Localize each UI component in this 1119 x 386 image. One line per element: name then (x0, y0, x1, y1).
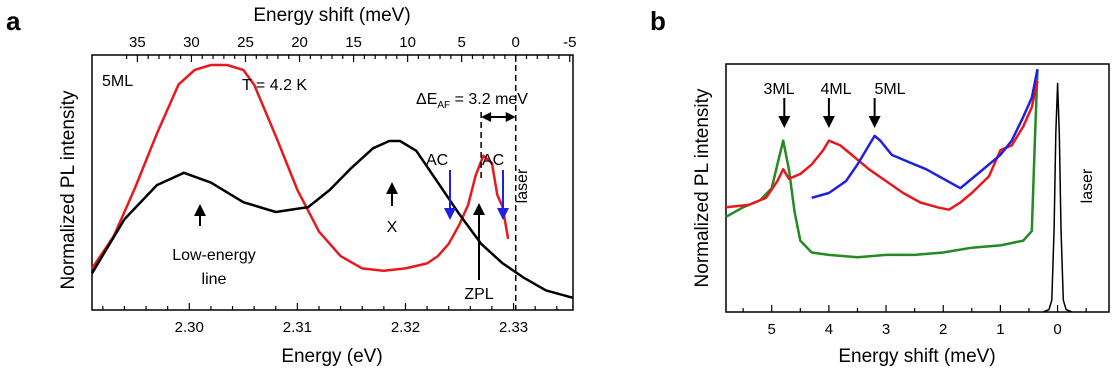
b-series-line-1 (725, 80, 1039, 211)
a-x2tick-label: 25 (237, 34, 254, 51)
a-series-line-1 (90, 139, 574, 300)
panel-a-overlays (194, 55, 517, 310)
delta-arrow-right (505, 112, 516, 122)
b-series-line-2 (811, 68, 1039, 200)
ac-arrow-left-head (444, 208, 456, 220)
label-3ml: 3ML (763, 81, 794, 98)
b-xtick-label: 1 (996, 321, 1004, 338)
a-x2tick-label: 0 (512, 34, 520, 51)
panel-b-overlays (778, 98, 881, 128)
b-xtick-label: 3 (882, 321, 890, 338)
panel-a-ylabel: Normalized PL intensity (58, 90, 79, 289)
panel-label-b: b (650, 6, 666, 36)
a-xtick-label: 2.33 (499, 319, 528, 336)
arrow-4ml-head (822, 116, 835, 128)
panel-a-series (90, 63, 574, 300)
arrow-3ml-head (778, 116, 791, 128)
delta-energy-label: ΔEAF = 3.2 meV (416, 91, 528, 111)
x-peak-arrow-head (386, 182, 398, 194)
a-x2tick-label: 35 (129, 34, 146, 51)
panel-a: 2.30 2.31 2.32 2.33 35 30 25 20 15 10 5 0 -5 Energy … (58, 5, 576, 367)
panel-a-x2label: Energy shift (meV) (253, 5, 410, 26)
b-series-line-3 (1043, 82, 1073, 313)
panel-label-a: a (6, 6, 21, 36)
panel-b-ylabel: Normalized PL intensity (692, 88, 713, 287)
a-xtick-label: 2.30 (175, 319, 204, 336)
ac-label-right: AC (482, 152, 504, 169)
x-peak-label: X (387, 219, 398, 236)
b-xtick-label: 5 (768, 321, 776, 338)
laser-label-b: laser (1079, 168, 1096, 203)
b-xtick-label: 2 (939, 321, 947, 338)
a-xtick-label: 2.32 (391, 319, 420, 336)
delta-arrow-left (481, 112, 492, 122)
a-x2tick-label: 15 (345, 34, 362, 51)
a-x2tick-label: 20 (291, 34, 308, 51)
label-4ml: 4ML (820, 81, 851, 98)
a-x2tick-label: -5 (563, 34, 576, 51)
a-x2tick-label: 5 (457, 34, 465, 51)
zpl-label: ZPL (464, 286, 493, 303)
a-x2tick-label: 30 (183, 34, 200, 51)
panel-b-xlabel: Energy shift (meV) (838, 346, 995, 367)
low-energy-label-1: Low-energy (172, 247, 256, 264)
b-series-line-0 (725, 69, 1039, 259)
panel-b-ticks: 5 4 3 2 1 0 (742, 305, 1087, 338)
sample-label: 5ML (102, 73, 133, 90)
panel-a-xlabel: Energy (eV) (281, 346, 382, 367)
low-energy-arrow-head (194, 204, 206, 216)
arrow-5ml-head (868, 116, 881, 128)
ac-arrow-right-head (497, 208, 509, 220)
ac-label-left: AC (426, 152, 448, 169)
a-x2tick-label: 10 (399, 34, 416, 51)
panel-b-series (725, 68, 1073, 313)
b-xtick-label: 4 (825, 321, 833, 338)
laser-label-a: laser (514, 168, 531, 203)
label-5ml: 5ML (874, 81, 905, 98)
low-energy-label-2: line (202, 271, 227, 288)
panel-b-frame (725, 63, 1110, 313)
zpl-arrow-head (473, 203, 485, 215)
panel-b: 5 4 3 2 1 0 Energy shift (meV) Normalized PL … (692, 63, 1110, 367)
a-xtick-label: 2.31 (283, 319, 312, 336)
b-xtick-label: 0 (1053, 321, 1061, 338)
panel-a-ticks: 2.30 2.31 2.32 2.33 35 30 25 20 15 10 5 0 -5 (102, 34, 576, 336)
a-series-line-0 (90, 63, 510, 273)
temperature-label: T = 4.2 K (242, 77, 307, 94)
